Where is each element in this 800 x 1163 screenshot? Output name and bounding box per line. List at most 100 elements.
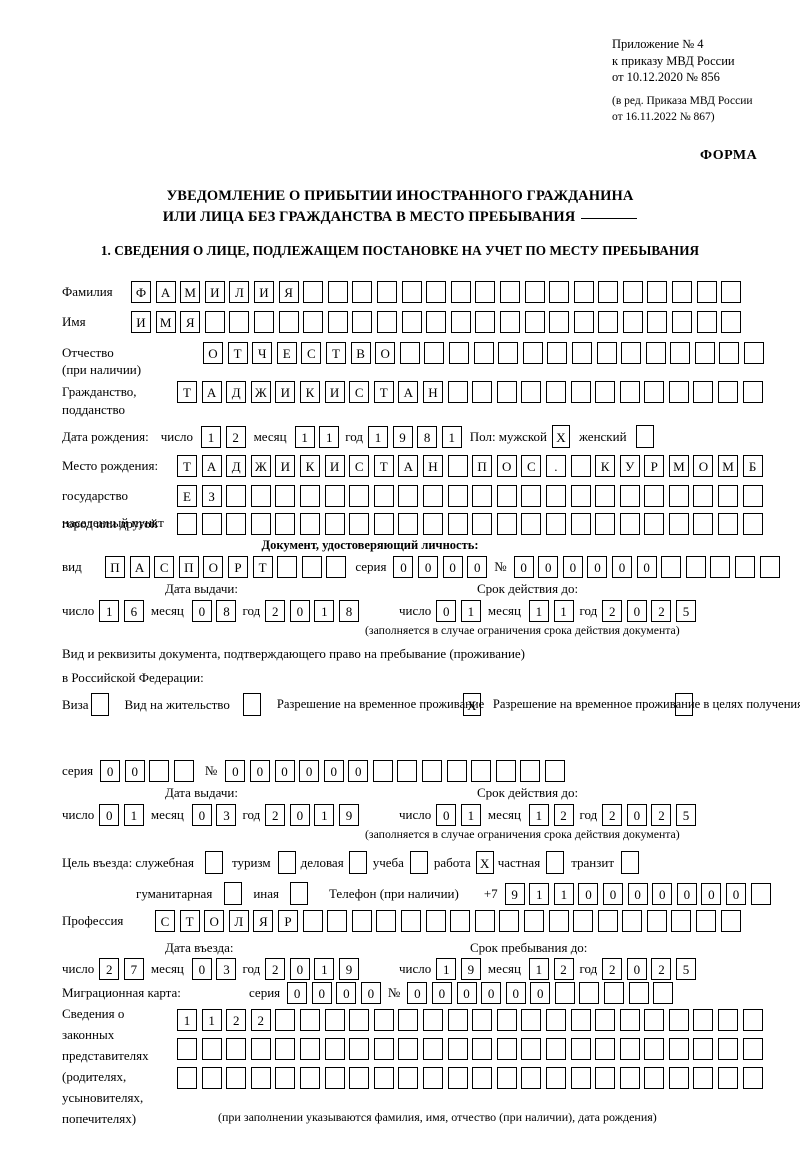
permit-valid-day-input-cell-1[interactable]: 0: [436, 804, 457, 826]
profession-input-cell-2[interactable]: Т: [179, 910, 200, 932]
birth-place-input-1-cell-11[interactable]: Н: [422, 455, 443, 477]
legal-rep-input-2-cell-19[interactable]: [619, 1038, 640, 1060]
permit-issue-year-input-cell-3[interactable]: 1: [314, 804, 335, 826]
birth-place-input-1-cell-1[interactable]: Т: [177, 455, 197, 477]
legal-rep-input-2-cell-12[interactable]: [447, 1038, 468, 1060]
legal-rep-input-2-cell-14[interactable]: [496, 1038, 517, 1060]
legal-rep-input-1-cell-2[interactable]: 1: [201, 1009, 222, 1031]
legal-rep-input-1-cell-21[interactable]: [668, 1009, 689, 1031]
birth-place-input-2-cell-2[interactable]: З: [201, 485, 222, 507]
citizenship-input-cell-7[interactable]: И: [324, 381, 345, 403]
permit-issue-year-input-cell-4[interactable]: 9: [339, 804, 360, 826]
legal-rep-input-1-cell-17[interactable]: [570, 1009, 591, 1031]
profession-input-cell-19[interactable]: [597, 910, 618, 932]
citizenship-input-cell-11[interactable]: Н: [422, 381, 443, 403]
birth-place-input-3-cell-16[interactable]: [545, 513, 566, 535]
mig-number-input-cell-11[interactable]: [653, 982, 674, 1004]
legal-rep-input-1-cell-13[interactable]: [472, 1009, 493, 1031]
legal-rep-input-2-cell-2[interactable]: [201, 1038, 222, 1060]
permit-issue-day-input-cell-1[interactable]: 0: [99, 804, 120, 826]
birth-place-input-1-cell-15[interactable]: С: [521, 455, 542, 477]
doc-issue-day-input-cell-1[interactable]: 1: [99, 600, 120, 622]
doc-valid-day-input-cell-1[interactable]: 0: [436, 600, 457, 622]
doc-valid-day-input-cell-2[interactable]: 1: [460, 600, 481, 622]
legal-rep-input-3-cell-2[interactable]: [201, 1067, 222, 1089]
legal-rep-input-1-cell-24[interactable]: [742, 1009, 763, 1031]
name-input-cell-1[interactable]: И: [131, 311, 151, 333]
permit-valid-year-input-cell-3[interactable]: 2: [651, 804, 672, 826]
permit-valid-month-input-cell-1[interactable]: 1: [528, 804, 549, 826]
citizenship-input-cell-9[interactable]: Т: [373, 381, 394, 403]
patronymic-input-cell-13[interactable]: [498, 342, 519, 364]
citizenship-input-cell-1[interactable]: Т: [177, 381, 197, 403]
mig-series-input-cell-2[interactable]: 0: [311, 982, 332, 1004]
legal-rep-input-1-cell-10[interactable]: [398, 1009, 419, 1031]
birth-place-input-1-cell-22[interactable]: О: [693, 455, 714, 477]
legal-rep-input-3-cell-24[interactable]: [742, 1067, 763, 1089]
birth-place-input-2-cell-24[interactable]: [742, 485, 763, 507]
legal-rep-input-2-cell-22[interactable]: [693, 1038, 714, 1060]
birth-place-input-3-cell-13[interactable]: [472, 513, 493, 535]
doc-valid-year-input-cell-4[interactable]: 5: [676, 600, 697, 622]
legal-rep-input-3-cell-7[interactable]: [324, 1067, 345, 1089]
birth-place-input-3-cell-8[interactable]: [349, 513, 370, 535]
legal-rep-input-2-cell-9[interactable]: [373, 1038, 394, 1060]
permit-series-input-cell-3[interactable]: [149, 760, 170, 782]
birth-place-input-3-cell-14[interactable]: [496, 513, 517, 535]
surname-input-cell-9[interactable]: [327, 281, 348, 303]
legal-rep-input-1-cell-1[interactable]: 1: [177, 1009, 197, 1031]
permit-series-input-cell-1[interactable]: 0: [100, 760, 121, 782]
doc-valid-year-input-cell-1[interactable]: 2: [602, 600, 623, 622]
surname-input-cell-11[interactable]: [376, 281, 397, 303]
permit-number-input-cell-9[interactable]: [422, 760, 443, 782]
doc-valid-year-input-cell-2[interactable]: 0: [626, 600, 647, 622]
birth-place-input-3-cell-11[interactable]: [422, 513, 443, 535]
patronymic-input-cell-14[interactable]: [522, 342, 543, 364]
mig-number-input-cell-4[interactable]: 0: [481, 982, 502, 1004]
citizenship-input-cell-22[interactable]: [693, 381, 714, 403]
birth-place-input-3-cell-18[interactable]: [595, 513, 616, 535]
surname-input-cell-20[interactable]: [598, 281, 619, 303]
surname-input-cell-4[interactable]: И: [204, 281, 225, 303]
birth-place-input-2-cell-13[interactable]: [472, 485, 493, 507]
birth-place-input-1-cell-17[interactable]: [570, 455, 591, 477]
birth-place-input-1-cell-21[interactable]: М: [668, 455, 689, 477]
stay-day-input-cell-1[interactable]: 1: [436, 958, 457, 980]
legal-rep-input-2-cell-6[interactable]: [299, 1038, 320, 1060]
patronymic-input-cell-2[interactable]: Т: [227, 342, 248, 364]
profession-input-cell-11[interactable]: [400, 910, 421, 932]
birth-day-input-cell-1[interactable]: 1: [200, 425, 221, 448]
birth-place-input-2-cell-18[interactable]: [595, 485, 616, 507]
citizenship-input-cell-4[interactable]: Ж: [250, 381, 271, 403]
legal-rep-input-1-cell-5[interactable]: [275, 1009, 296, 1031]
profession-input-cell-5[interactable]: Я: [253, 910, 274, 932]
mig-number-input-cell-10[interactable]: [628, 982, 649, 1004]
permit-number-input-cell-1[interactable]: 0: [225, 760, 246, 782]
patronymic-input-cell-20[interactable]: [670, 342, 691, 364]
birth-place-input-1-cell-23[interactable]: М: [718, 455, 739, 477]
doc-kind-input-cell-4[interactable]: П: [178, 556, 199, 578]
permit-number-input-cell-14[interactable]: [545, 760, 566, 782]
legal-rep-input-3-cell-1[interactable]: [177, 1067, 197, 1089]
citizenship-input-cell-23[interactable]: [718, 381, 739, 403]
temp-residence-edu-checkbox[interactable]: [674, 693, 693, 716]
doc-issue-year-input-cell-2[interactable]: 0: [289, 600, 310, 622]
citizenship-input-cell-13[interactable]: [472, 381, 493, 403]
phone-input-cell-5[interactable]: 0: [603, 882, 624, 905]
birth-place-input-1-cell-5[interactable]: И: [275, 455, 296, 477]
legal-rep-input-2-cell-8[interactable]: [349, 1038, 370, 1060]
phone-input-cell-3[interactable]: 1: [553, 882, 574, 905]
profession-input-cell-13[interactable]: [450, 910, 471, 932]
permit-issue-year-input-cell-2[interactable]: 0: [289, 804, 310, 826]
purpose-business-checkbox[interactable]: [348, 851, 367, 874]
name-input-cell-7[interactable]: [278, 311, 299, 333]
profession-input-cell-15[interactable]: [499, 910, 520, 932]
legal-rep-input-2-cell-10[interactable]: [398, 1038, 419, 1060]
